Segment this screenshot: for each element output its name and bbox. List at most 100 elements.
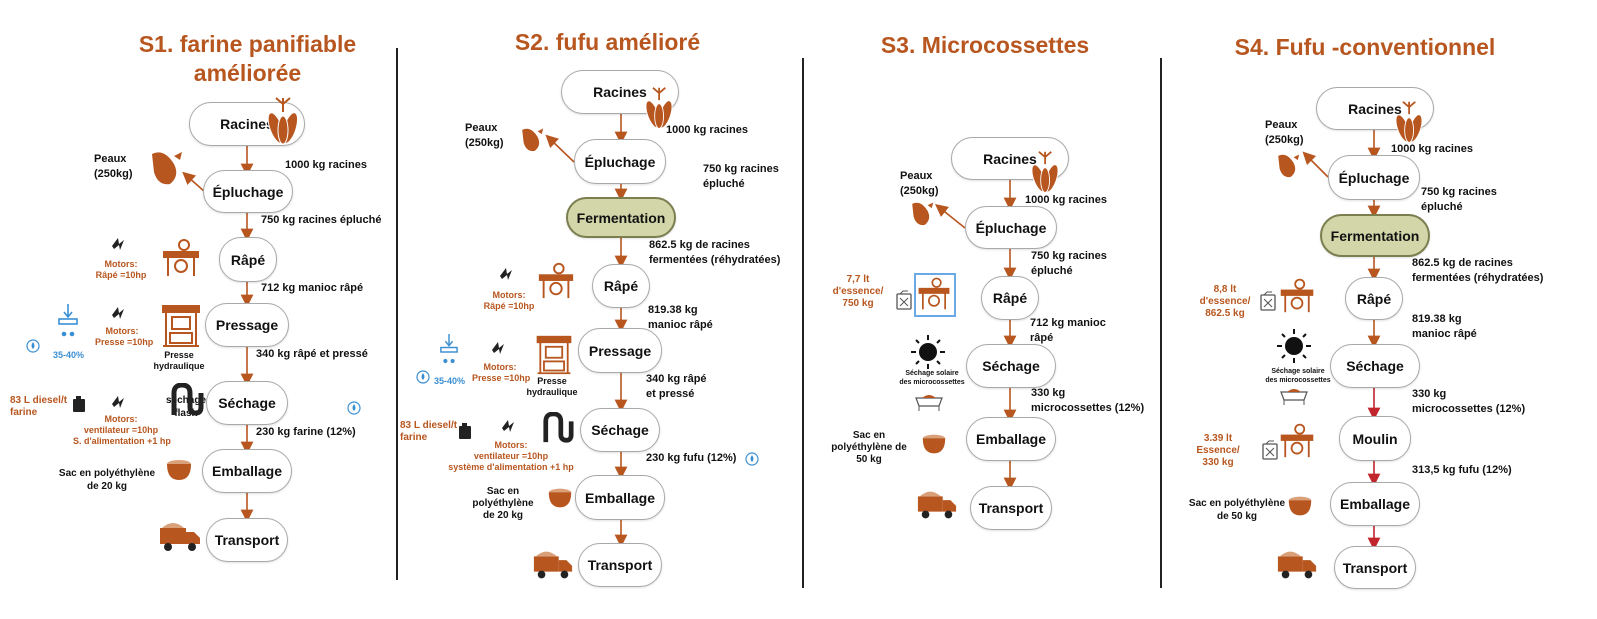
electric-motor-icon xyxy=(112,307,124,319)
s4-step-label: Séchage xyxy=(1346,358,1404,374)
s2-peaux: Peaux (250kg) xyxy=(465,122,504,149)
s1-step-label: Épluchage xyxy=(212,183,284,200)
cassava-peel-icon xyxy=(1278,154,1300,178)
s4-step-fermentation: Fermentation xyxy=(1320,214,1430,257)
s2-step-label: Fermentation xyxy=(576,209,666,226)
cassava-root-icon xyxy=(1031,151,1059,193)
s4-step-label: Emballage xyxy=(1339,496,1411,512)
cassava-peel-icon xyxy=(912,202,934,226)
s2-step-label: Séchage xyxy=(591,422,649,438)
bag-icon xyxy=(1288,496,1312,516)
s1-title: S1. farine panifiable améliorée xyxy=(138,31,357,86)
s3-title: S3. Microcossettes xyxy=(880,32,1090,58)
s1-step-rape: Râpé xyxy=(219,237,277,282)
s1-qty-4: 340 kg râpé et pressé xyxy=(256,348,368,360)
cassava-peel-icon xyxy=(152,152,182,185)
s4-step-label: Racines xyxy=(1348,100,1402,117)
cassava-root-icon xyxy=(1395,101,1423,143)
s1-peaux: Peaux (250kg) xyxy=(94,153,133,180)
s2-step-label: Transport xyxy=(587,557,653,573)
s4-essence-moulin: 3.39 lt Essence/ 330 kg xyxy=(1196,433,1240,468)
flash-dryer-icon xyxy=(171,383,204,416)
water-drop-icon xyxy=(26,339,40,353)
bag-icon xyxy=(167,460,191,480)
electric-motor-icon xyxy=(492,342,504,354)
s3-sac: Sac en polyéthylène de 50 kg xyxy=(831,430,907,465)
s4-step-label: Fermentation xyxy=(1330,227,1420,244)
bag-icon xyxy=(548,488,572,508)
s4-step-sechage: Séchage xyxy=(1330,344,1420,388)
s3-step-label: Racines xyxy=(983,150,1037,167)
s2-step-emballage: Emballage xyxy=(575,475,665,520)
truck-icon xyxy=(533,551,573,579)
s4-step-label: Moulin xyxy=(1352,430,1398,447)
jerrycan-icon xyxy=(1262,440,1278,460)
s2-step-transport: Transport xyxy=(578,543,662,587)
jerrycan-icon xyxy=(896,290,912,310)
jerrycan-icon xyxy=(1260,291,1276,311)
electric-motor-icon xyxy=(500,268,512,280)
water-drain-icon xyxy=(440,334,458,364)
s1-sac: Sac en polyéthylène de 20 kg xyxy=(58,468,156,492)
s3-step-label: Râpé xyxy=(992,290,1028,306)
s3-qty-1: 1000 kg racines xyxy=(1025,194,1107,206)
s3-step-sechage: Séchage xyxy=(966,344,1056,388)
s3-qty-3: 712 kg manioc râpé xyxy=(1030,317,1106,344)
s3-peaux: Peaux (250kg) xyxy=(900,170,939,197)
grater-highlight-icon xyxy=(914,273,956,317)
sun-icon xyxy=(1277,329,1311,363)
fuel-can-icon xyxy=(73,396,85,412)
s2-step-label: Épluchage xyxy=(584,153,656,170)
s3-sechage-solaire: Séchage solaire des microcossettes xyxy=(899,370,965,386)
s1-qty-3: 712 kg manioc râpé xyxy=(261,282,364,294)
fuel-can-icon xyxy=(459,423,471,439)
s4-step-label: Râpé xyxy=(1356,290,1392,307)
s1-step-label: Transport xyxy=(214,532,280,548)
s1-qty-1: 1000 kg racines xyxy=(285,159,367,171)
s4-qty-6: 313,5 kg fufu (12%) xyxy=(1412,464,1512,476)
s1-step-transport: Transport xyxy=(206,518,288,562)
water-drain-icon xyxy=(58,304,78,337)
s1-step-label: Racines xyxy=(220,116,274,132)
s2-sac: Sac en polyéthylène de 20 kg xyxy=(472,486,534,521)
s2-qty-5: 340 kg râpé et pressé xyxy=(646,373,707,400)
s1-motors-rape: Motors: Râpé =10hp xyxy=(95,259,147,280)
separator-2 xyxy=(802,58,804,588)
grater-machine-icon xyxy=(163,239,199,276)
cassava-root-icon xyxy=(267,97,299,145)
s2-step-label: Râpé xyxy=(603,278,639,294)
s1-step-pressage: Pressage xyxy=(205,303,289,347)
s3-step-transport: Transport xyxy=(970,486,1052,530)
flash-dryer-icon xyxy=(543,412,574,443)
s2-step-epluchage: Épluchage xyxy=(574,139,666,184)
grater-machine-icon xyxy=(1280,278,1314,313)
cassava-peel-icon xyxy=(522,128,544,152)
s2-qty-1: 1000 kg racines xyxy=(666,124,748,136)
s3-step-epluchage: Épluchage xyxy=(965,206,1057,249)
s2-step-rape: Râpé xyxy=(592,264,650,308)
electric-motor-icon xyxy=(112,396,124,408)
s4-sac: Sac en polyéthylène de 50 kg xyxy=(1188,498,1286,522)
s1-step-label: Emballage xyxy=(211,463,283,479)
s4-step-label: Épluchage xyxy=(1338,169,1410,186)
s4-peaux: Peaux (250kg) xyxy=(1265,119,1304,146)
grater-machine-icon xyxy=(538,262,574,299)
s1-step-epluchage: Épluchage xyxy=(203,170,293,213)
s3-step-label: Séchage xyxy=(982,358,1040,374)
s2-step-pressage: Pressage xyxy=(578,328,662,373)
s1-qty-2: 750 kg racines épluché xyxy=(261,214,382,226)
s3-step-label: Épluchage xyxy=(975,219,1047,236)
s4-title: S4. Fufu -conventionnel xyxy=(1234,34,1496,60)
bag-icon xyxy=(922,434,946,454)
s2-presse-label: Presse hydraulique xyxy=(526,376,578,397)
s3-step-racines: Racines xyxy=(951,137,1069,180)
electric-motor-icon xyxy=(112,238,124,250)
hydraulic-press-icon xyxy=(162,305,200,347)
s2-step-fermentation: Fermentation xyxy=(566,197,676,238)
s3-qty-4: 330 kg microcossettes (12%) xyxy=(1031,387,1145,414)
s2-water-pct: 35-40% xyxy=(434,376,466,386)
s3-step-label: Emballage xyxy=(975,431,1047,447)
sun-icon xyxy=(911,335,945,369)
s2-qty-2: 750 kg racines épluché xyxy=(703,163,779,190)
hydraulic-press-icon xyxy=(536,335,572,375)
